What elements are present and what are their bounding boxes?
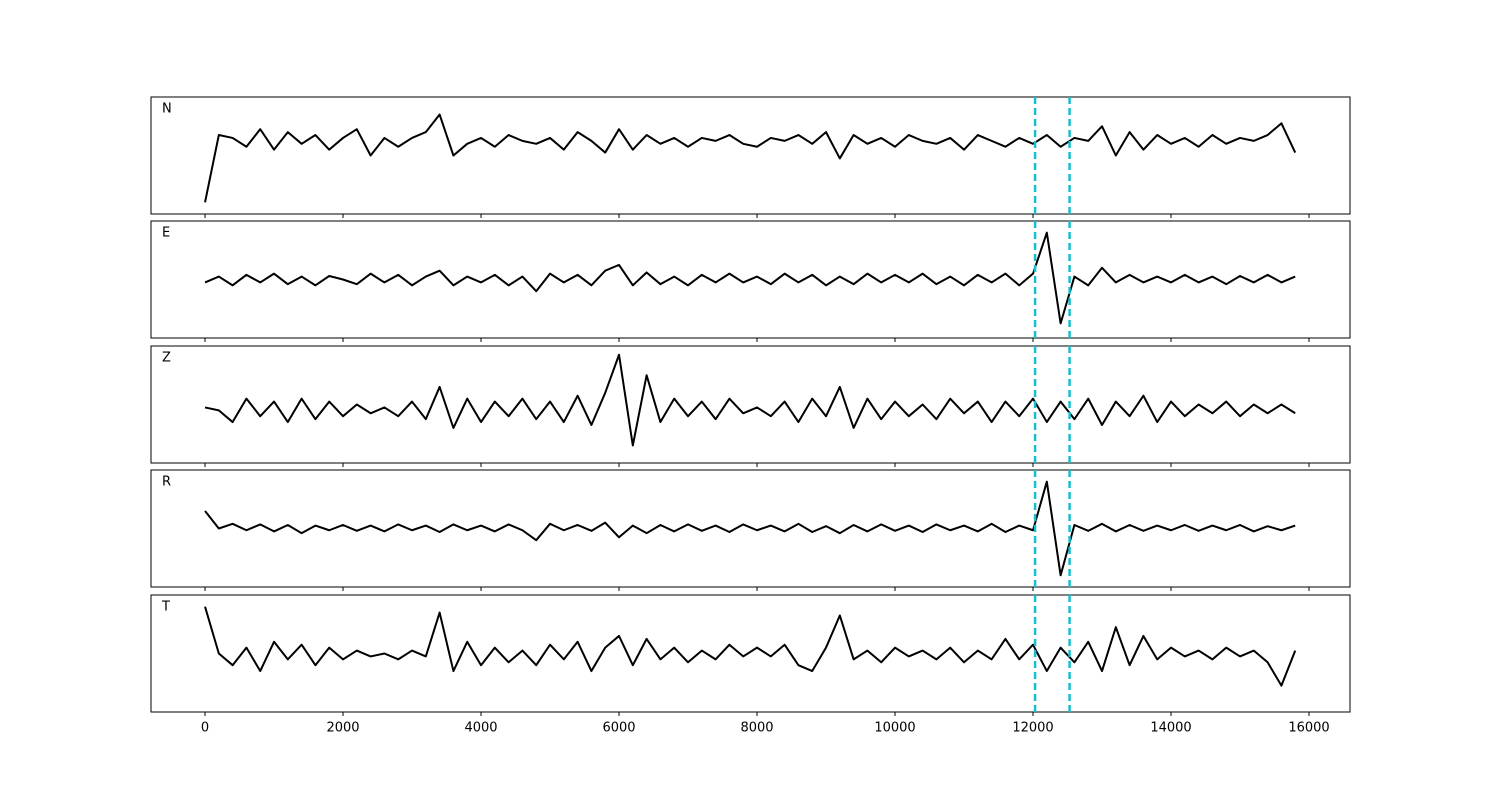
panel-frame xyxy=(150,345,1351,464)
x-tick-label: 4000 xyxy=(464,721,497,736)
x-tick-label: 8000 xyxy=(740,721,773,736)
panel-label: R xyxy=(162,475,171,490)
x-tick-label: 2000 xyxy=(326,721,359,736)
x-tick-label: 6000 xyxy=(602,721,635,736)
panel-frame xyxy=(150,220,1351,339)
trace xyxy=(204,480,1296,577)
trace xyxy=(204,113,1297,203)
panel-label: E xyxy=(162,226,170,241)
panel-frame xyxy=(150,594,1351,713)
trace xyxy=(204,353,1296,447)
trace xyxy=(204,606,1297,687)
x-tick-label: 14000 xyxy=(1150,721,1191,736)
panel-label: T xyxy=(161,600,170,615)
x-tick-label: 0 xyxy=(201,721,209,736)
x-tick-label: 10000 xyxy=(874,721,915,736)
x-tick-label: 16000 xyxy=(1288,721,1329,736)
trace xyxy=(204,231,1296,325)
x-tick-label: 12000 xyxy=(1012,721,1053,736)
panel-frame xyxy=(150,96,1351,215)
panel-frame xyxy=(150,469,1351,588)
panel-label: Z xyxy=(162,351,171,366)
panel-label: N xyxy=(162,102,172,117)
